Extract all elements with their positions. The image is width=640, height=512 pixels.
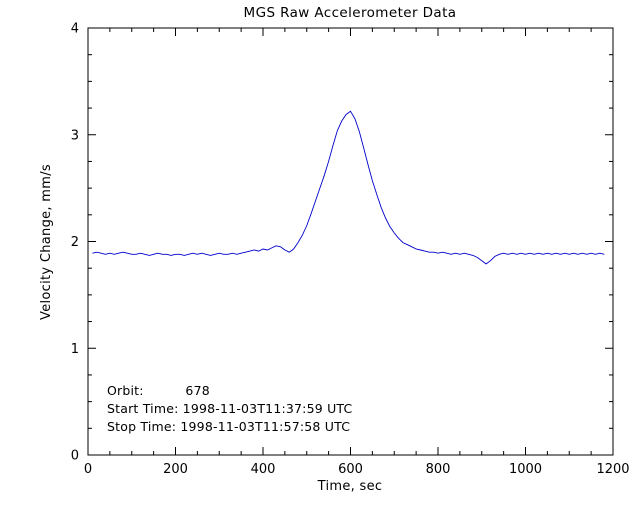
- x-tick-label: 200: [163, 462, 188, 477]
- x-tick-label: 400: [251, 462, 276, 477]
- axis-ticks: [87, 27, 614, 456]
- y-tick-label: 2: [71, 235, 79, 250]
- tick-labels: 0 200 400 600 800 1000 1200 0 1 2 3 4: [71, 22, 630, 478]
- x-tick-label: 0: [84, 462, 92, 477]
- y-axis-label: Velocity Change, mm/s: [39, 164, 54, 320]
- chart-title: MGS Raw Accelerometer Data: [244, 5, 457, 21]
- y-tick-label: 1: [71, 342, 79, 357]
- y-tick-label: 3: [71, 128, 79, 143]
- x-tick-label: 1200: [596, 462, 629, 477]
- annotation-orbit: Orbit: 678: [107, 383, 210, 398]
- y-tick-label: 4: [71, 22, 79, 37]
- annotation-block: Orbit: 678 Start Time: 1998-11-03T11:37:…: [107, 383, 353, 434]
- x-tick-label: 800: [426, 462, 451, 477]
- x-tick-label: 1000: [509, 462, 542, 477]
- x-axis-label: Time, sec: [317, 479, 383, 494]
- y-tick-label: 0: [71, 449, 79, 464]
- data-line-velocity: [92, 110, 605, 265]
- x-tick-label: 600: [338, 462, 363, 477]
- annotation-stop-time: Stop Time: 1998-11-03T11:57:58 UTC: [107, 419, 350, 434]
- annotation-start-time: Start Time: 1998-11-03T11:37:59 UTC: [107, 401, 353, 416]
